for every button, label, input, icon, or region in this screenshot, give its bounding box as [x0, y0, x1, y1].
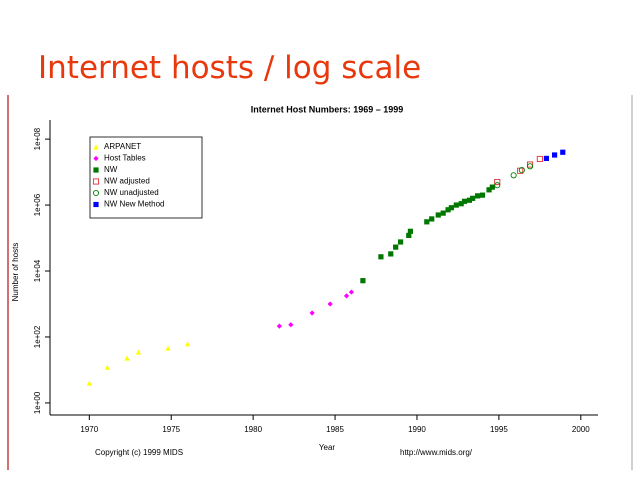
legend-marker — [93, 144, 99, 150]
data-point — [104, 364, 110, 370]
data-point — [474, 193, 481, 199]
data-point — [135, 349, 142, 355]
data-point — [494, 178, 501, 186]
x-tick-label: 1970 — [80, 425, 98, 434]
data-point — [486, 187, 492, 193]
data-point — [466, 197, 472, 203]
legend-label: NW — [104, 165, 118, 174]
data-point — [327, 301, 333, 307]
source-url: http://www.mids.org/ — [400, 448, 473, 457]
y-tick-label: 1e+06 — [33, 193, 42, 216]
data-point — [165, 345, 171, 351]
data-point — [453, 202, 459, 208]
data-point — [518, 167, 525, 174]
legend-marker — [93, 155, 99, 162]
data-point — [288, 322, 294, 328]
data-point — [445, 207, 451, 213]
legend-marker — [93, 201, 99, 208]
data-point — [309, 310, 315, 316]
data-point — [543, 155, 549, 162]
chart-title: Internet Host Numbers: 1969 – 1999 — [251, 104, 404, 114]
data-point — [406, 232, 412, 239]
y-tick-label: 1e+08 — [33, 127, 42, 150]
data-point — [86, 380, 92, 386]
data-point — [185, 341, 191, 347]
x-tick-label: 1985 — [326, 425, 344, 434]
data-point — [440, 210, 446, 216]
data-point — [378, 254, 384, 260]
slide-title: Internet hosts / log scale — [38, 50, 422, 86]
legend-label: NW adjusted — [104, 177, 150, 186]
data-point — [470, 195, 476, 201]
data-point — [551, 152, 558, 158]
data-point — [276, 323, 282, 329]
data-point — [360, 278, 366, 284]
data-point — [348, 289, 355, 295]
data-point — [393, 244, 399, 250]
data-point — [526, 163, 534, 170]
legend-marker — [93, 167, 99, 173]
data-point — [407, 228, 414, 234]
data-point — [560, 149, 566, 155]
data-point — [388, 251, 394, 257]
legend-label: ARPANET — [104, 142, 141, 151]
x-tick-label: 2000 — [572, 425, 590, 434]
y-axis-label: Number of hosts — [11, 243, 20, 302]
data-point — [461, 198, 468, 204]
data-point — [424, 219, 430, 225]
legend-label: NW New Method — [104, 200, 164, 209]
legend-marker — [92, 189, 100, 197]
legend-label: Host Tables — [104, 154, 146, 163]
legend-marker — [92, 178, 100, 185]
data-point — [458, 201, 464, 207]
data-point — [510, 172, 517, 179]
legend-label: NW unadjusted — [104, 188, 159, 197]
y-tick-label: 1e+04 — [33, 259, 42, 282]
data-point — [397, 239, 404, 245]
data-point — [429, 216, 435, 222]
x-axis-label: Year — [319, 443, 336, 452]
data-point — [124, 355, 130, 361]
data-point — [448, 205, 454, 211]
data-point — [494, 182, 501, 189]
legend-box — [89, 136, 203, 219]
copyright: Copyright (c) 1999 MIDS — [95, 448, 183, 457]
data-point — [489, 184, 495, 190]
data-point — [526, 161, 534, 168]
data-point — [536, 155, 543, 163]
x-tick-label: 1975 — [162, 425, 180, 434]
data-point — [435, 212, 441, 218]
x-tick-label: 1990 — [408, 425, 426, 434]
x-tick-label: 1980 — [244, 425, 262, 434]
data-point — [479, 192, 486, 198]
y-tick-label: 1e+00 — [33, 391, 42, 414]
y-tick-label: 1e+02 — [33, 325, 42, 348]
x-tick-label: 1995 — [490, 425, 508, 434]
data-point — [343, 293, 350, 299]
